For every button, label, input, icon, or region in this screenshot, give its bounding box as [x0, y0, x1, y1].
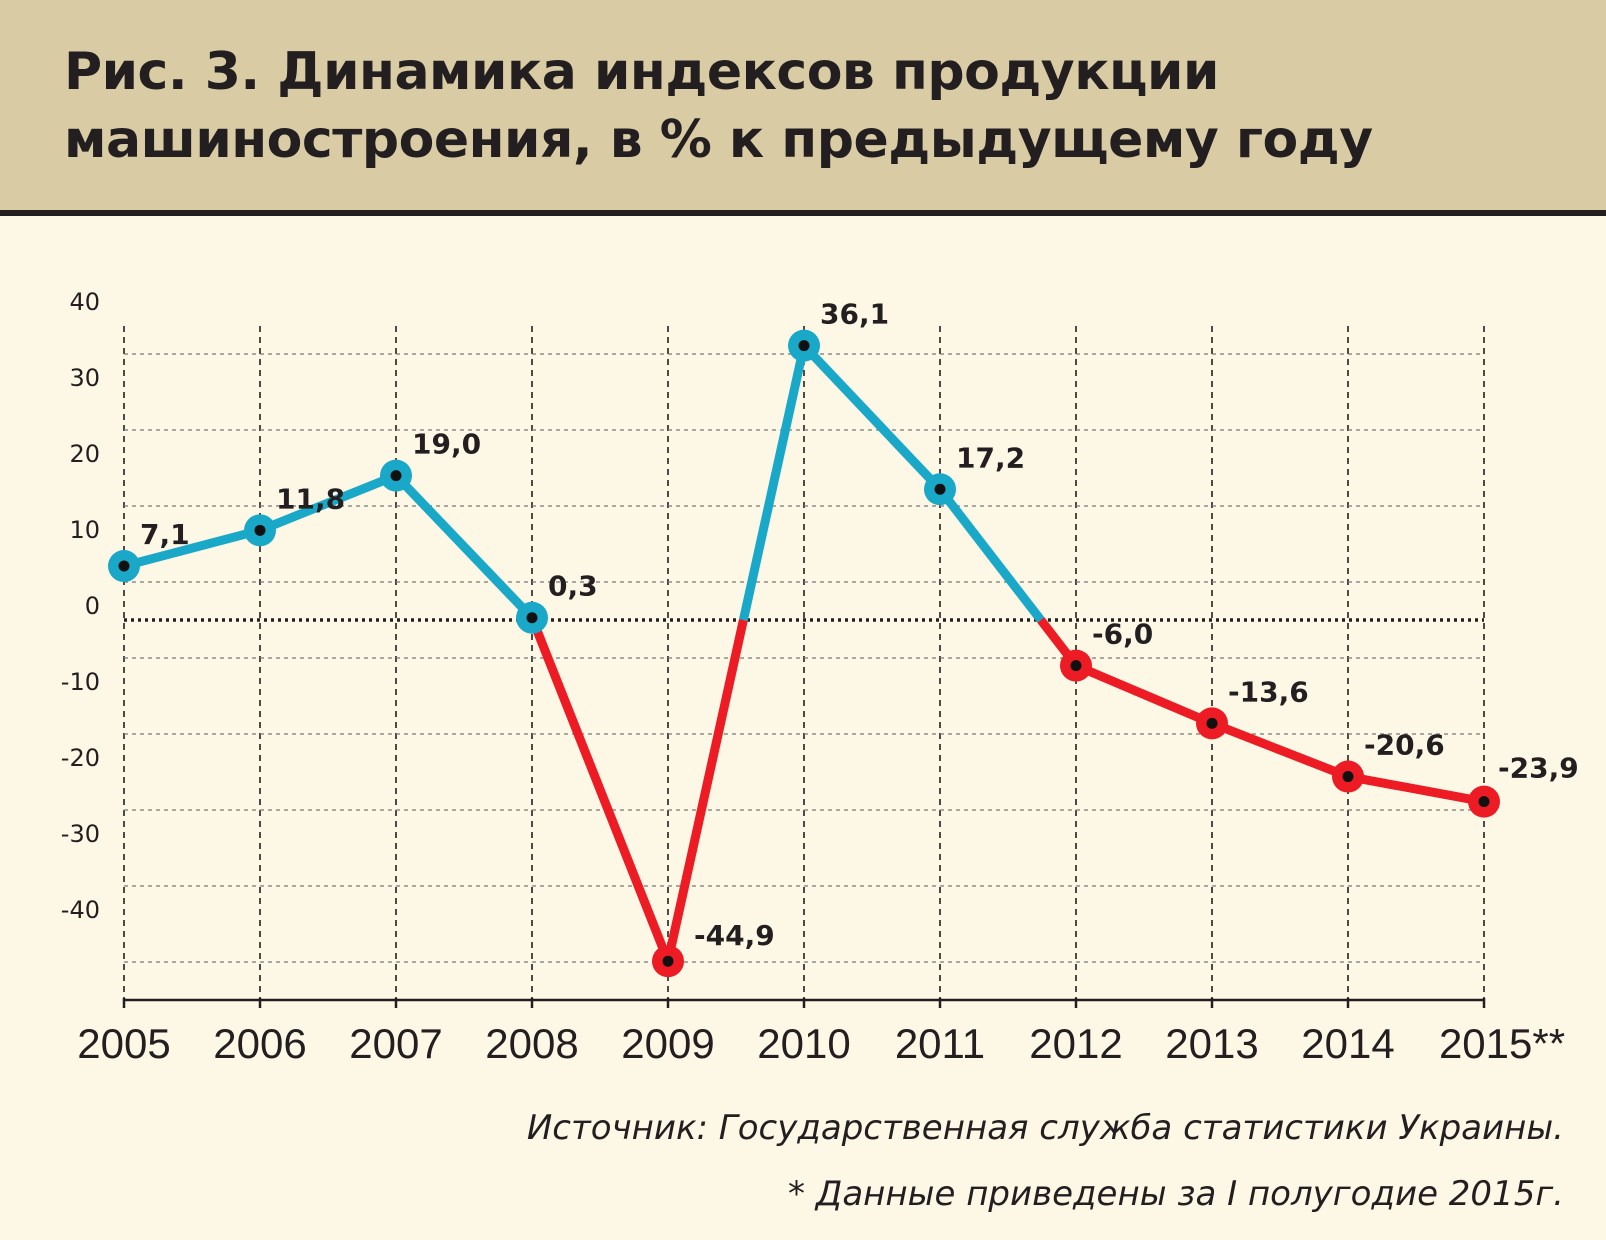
series-segment	[1347, 772, 1485, 807]
data-label: -13,6	[1228, 675, 1309, 708]
series-segment	[392, 472, 536, 621]
series-segment	[1210, 719, 1350, 781]
data-label: 11,8	[276, 482, 345, 515]
y-tick-labels: 40 30 20 10 0 -10 -20 -30 -40	[61, 288, 100, 924]
series-segment	[122, 525, 262, 571]
data-point-center	[934, 483, 946, 495]
data-point-center	[526, 612, 538, 624]
data-point-center	[1478, 796, 1490, 808]
x-tick-label: 2010	[757, 1020, 850, 1067]
data-label: 0,3	[548, 570, 598, 603]
data-label: 36,1	[820, 298, 889, 331]
y-tick-label: 40	[69, 288, 100, 316]
x-tick-label: 2015**	[1439, 1020, 1565, 1067]
data-label: 19,0	[412, 428, 481, 461]
data-point-center	[662, 955, 674, 967]
data-label: 17,2	[956, 441, 1025, 474]
data-label: -20,6	[1364, 729, 1445, 762]
x-tick-label: 2012	[1029, 1020, 1122, 1067]
x-tick-label: 2007	[349, 1020, 442, 1067]
data-label: -6,0	[1092, 618, 1153, 651]
series-segment	[738, 344, 809, 621]
y-tick-label: 10	[69, 516, 100, 544]
series-segment	[936, 486, 1045, 623]
x-tick-label: 2005	[77, 1020, 170, 1067]
series-segment	[258, 471, 398, 535]
series-segment	[1074, 661, 1214, 728]
x-tick-label: 2013	[1165, 1020, 1258, 1067]
y-tick-label: 0	[85, 592, 100, 620]
chart-title: Рис. 3. Динамика индексов продукции маши…	[64, 42, 1373, 170]
x-tick-label: 2011	[895, 1020, 985, 1067]
x-tick-label: 2006	[213, 1020, 306, 1067]
data-point-center	[798, 340, 810, 352]
data-label: -44,9	[694, 919, 775, 952]
series-segment	[528, 618, 673, 963]
data-point-center	[1342, 771, 1354, 783]
series-segment	[663, 619, 748, 963]
x-tick-label: 2009	[621, 1020, 714, 1067]
axes	[122, 618, 1486, 1008]
y-tick-label: -40	[61, 896, 100, 924]
y-tick-label: -30	[61, 820, 100, 848]
data-point-center	[390, 470, 402, 482]
data-point-center	[254, 524, 266, 536]
data-label: -23,9	[1498, 752, 1579, 785]
data-labels: 7,1 11,8 19,0 0,3 -44,9 36,1 17,2 -6,0 -13,6 -20,…	[140, 298, 1579, 953]
x-tick-label: 2008	[485, 1020, 578, 1067]
grid	[123, 326, 1485, 1000]
data-label: 7,1	[140, 518, 190, 551]
data-points	[108, 329, 1500, 978]
y-tick-label: 20	[69, 440, 100, 468]
chart-header: Рис. 3. Динамика индексов продукции маши…	[0, 0, 1606, 216]
x-tick-label: 2014	[1301, 1020, 1394, 1067]
data-point-center	[1070, 660, 1082, 672]
source-note: Источник: Государственная служба статист…	[526, 1108, 1564, 1148]
data-point-center	[1206, 717, 1218, 729]
footnote: * Данные приведены за I полугодие 2015г.	[787, 1174, 1564, 1214]
series-segment	[800, 342, 944, 493]
x-tick-labels: 2005 2006 2007 2008 2009 2010 2011 2012 2013 2014…	[77, 1020, 1565, 1067]
y-tick-label: -20	[61, 744, 100, 772]
y-tick-label: -10	[61, 668, 100, 696]
y-tick-label: 30	[69, 364, 100, 392]
data-point-center	[118, 560, 130, 572]
